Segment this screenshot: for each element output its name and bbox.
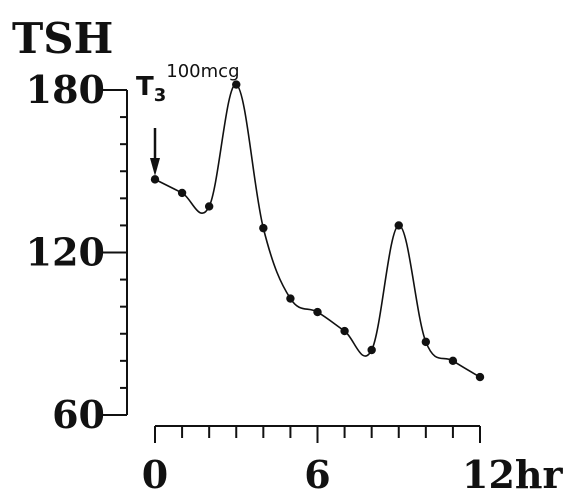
data-point xyxy=(340,326,349,336)
series-line xyxy=(154,83,481,378)
t3-dose: 100mcg xyxy=(166,61,239,82)
data-point xyxy=(150,175,160,184)
t3-subscript: 3 xyxy=(154,85,167,106)
x-axis: 0 6 12hr xyxy=(142,425,564,497)
x-tick-label: 0 xyxy=(142,452,168,497)
t3-text: T xyxy=(136,72,154,102)
y-tick-label: 60 xyxy=(52,392,105,437)
t3-label: T3 100mcg xyxy=(136,61,240,106)
data-point xyxy=(232,80,241,89)
y-tick-label: 180 xyxy=(26,67,105,112)
y-tick-labels: 60 120 180 xyxy=(26,67,105,437)
x-tick-label: 6 xyxy=(304,452,330,497)
data-point xyxy=(448,356,458,366)
series-group xyxy=(150,80,485,382)
t3-arrow-head xyxy=(150,158,160,176)
data-point xyxy=(421,337,431,347)
x-tick-label: 12hr xyxy=(462,452,564,497)
data-point xyxy=(475,372,485,382)
y-axis: 60 120 180 xyxy=(26,67,128,437)
chart-title: TSH xyxy=(12,14,113,63)
t3-annotation: T3 100mcg xyxy=(136,61,240,176)
x-tick-labels: 0 6 12hr xyxy=(142,452,564,497)
data-point xyxy=(259,223,268,233)
data-point xyxy=(394,221,403,230)
data-point xyxy=(204,202,214,211)
data-point xyxy=(286,294,295,303)
data-point xyxy=(177,188,187,198)
x-ticks xyxy=(154,426,481,443)
data-point xyxy=(313,307,322,317)
y-tick-label: 120 xyxy=(26,230,105,275)
y-ticks xyxy=(103,89,127,416)
data-point xyxy=(367,345,376,355)
